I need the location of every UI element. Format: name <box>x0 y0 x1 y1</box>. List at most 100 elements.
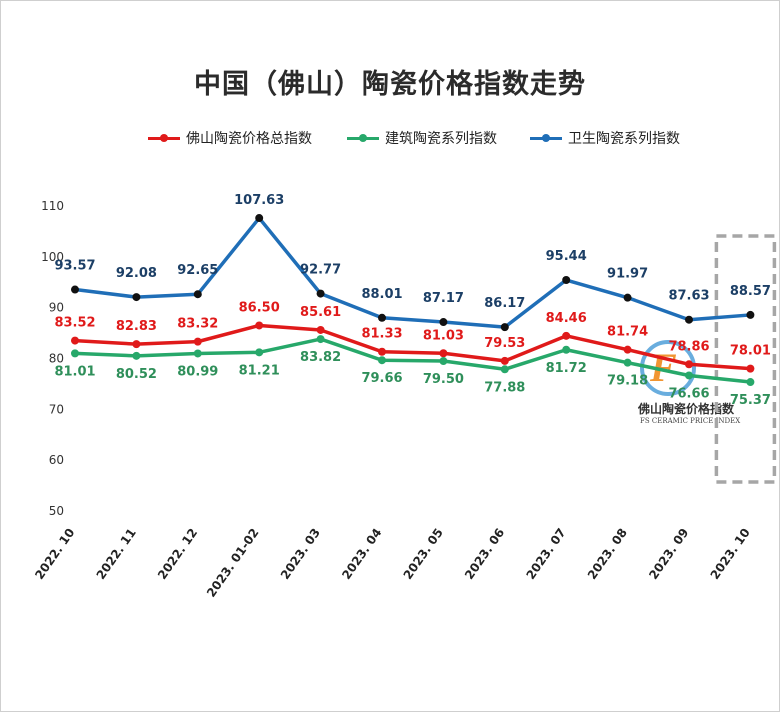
x-tick-label: 2023. 06 <box>462 526 507 582</box>
data-label: 95.44 <box>546 249 587 264</box>
data-label: 83.82 <box>300 350 341 365</box>
x-tick-label: 2023. 10 <box>708 526 753 582</box>
data-point <box>500 365 509 374</box>
data-label: 81.72 <box>546 361 587 376</box>
legend-item-total: 佛山陶瓷价格总指数 <box>148 128 312 148</box>
data-point <box>193 290 202 299</box>
data-point <box>316 289 325 298</box>
series-line <box>74 337 751 384</box>
x-tick-label: 2023. 04 <box>339 526 384 582</box>
data-label: 83.32 <box>177 317 218 332</box>
series-line <box>74 216 751 329</box>
data-label: 79.66 <box>361 371 402 386</box>
data-label: 81.01 <box>54 364 95 379</box>
legend-swatch-total <box>148 131 180 145</box>
data-point <box>562 276 571 285</box>
data-point <box>746 310 755 319</box>
data-label: 81.21 <box>239 363 280 378</box>
data-label: 92.77 <box>300 263 341 278</box>
data-point <box>316 325 325 334</box>
data-point <box>439 318 448 327</box>
data-label: 84.46 <box>546 311 587 326</box>
x-tick-label: 2023. 08 <box>585 526 630 582</box>
data-point <box>132 351 141 360</box>
data-label: 79.18 <box>607 374 648 389</box>
data-point <box>685 360 693 369</box>
data-label: 80.52 <box>116 367 157 382</box>
y-tick-label: 80 <box>49 352 64 366</box>
logo-text-cn: 佛山陶瓷价格指数 <box>638 402 735 416</box>
legend-label-total: 佛山陶瓷价格总指数 <box>186 131 312 147</box>
y-tick-label: 70 <box>49 402 64 416</box>
legend-label-building: 建筑陶瓷系列指数 <box>385 131 497 147</box>
data-point <box>500 356 509 365</box>
legend-swatch-building <box>347 131 379 145</box>
data-point <box>562 331 571 340</box>
data-label: 87.63 <box>668 289 709 304</box>
data-point <box>132 340 141 349</box>
y-tick-label: 110 <box>41 199 64 213</box>
y-tick-label: 50 <box>49 504 64 518</box>
data-point <box>132 293 141 302</box>
data-point <box>746 378 755 387</box>
data-label: 88.01 <box>361 287 402 302</box>
data-point <box>439 349 448 358</box>
legend: 佛山陶瓷价格总指数 建筑陶瓷系列指数 卫生陶瓷系列指数 <box>0 128 780 150</box>
y-tick-label: 60 <box>49 453 64 467</box>
x-tick-label: 2022. 11 <box>94 526 139 582</box>
data-point <box>71 336 79 345</box>
data-point <box>623 345 632 354</box>
data-point <box>685 315 693 324</box>
logo-ring <box>640 340 696 396</box>
x-tick-label: 2023. 03 <box>278 526 323 582</box>
data-label: 75.37 <box>730 393 771 408</box>
data-label: 81.74 <box>607 325 648 340</box>
data-point <box>746 364 755 373</box>
logo-text-en: FS CERAMIC PRICE INDEX <box>640 417 741 425</box>
data-point <box>623 293 632 302</box>
data-label: 82.83 <box>116 319 157 334</box>
data-label: 81.33 <box>361 327 402 342</box>
data-label: 80.99 <box>177 364 218 379</box>
data-point <box>562 345 571 354</box>
data-label: 85.61 <box>300 305 341 320</box>
data-label: 92.08 <box>116 266 157 281</box>
data-label: 86.17 <box>484 296 525 311</box>
data-label: 107.63 <box>234 193 284 208</box>
data-point <box>500 323 509 332</box>
data-point <box>378 313 386 322</box>
data-label: 86.50 <box>239 300 280 315</box>
data-label: 77.88 <box>484 380 525 395</box>
data-point <box>255 214 264 223</box>
data-label: 79.50 <box>423 372 464 387</box>
data-label: 78.86 <box>668 339 709 354</box>
legend-swatch-sanitary <box>530 131 562 145</box>
data-label: 88.57 <box>730 284 771 299</box>
data-point <box>193 349 202 358</box>
x-tick-label: 2022. 12 <box>155 526 200 582</box>
x-tick-label: 2023. 07 <box>523 526 568 582</box>
series-line <box>74 323 751 371</box>
highlight-box <box>714 234 777 484</box>
legend-label-sanitary: 卫生陶瓷系列指数 <box>568 131 680 147</box>
data-point <box>685 371 693 380</box>
data-label: 91.97 <box>607 267 648 282</box>
data-label: 78.01 <box>730 344 771 359</box>
data-label: 93.57 <box>54 259 95 274</box>
data-label: 76.66 <box>668 386 709 401</box>
x-tick-label: 2022. 10 <box>32 526 77 582</box>
y-tick-label: 90 <box>49 301 64 315</box>
data-point <box>316 335 325 344</box>
data-point <box>255 321 264 330</box>
data-label: 92.65 <box>177 263 218 278</box>
x-tick-label: 2023. 01-02 <box>204 526 262 600</box>
data-label: 79.53 <box>484 336 525 351</box>
legend-item-sanitary: 卫生陶瓷系列指数 <box>530 128 680 148</box>
legend-item-building: 建筑陶瓷系列指数 <box>347 128 497 148</box>
x-tick-label: 2023. 05 <box>401 526 446 582</box>
data-point <box>439 357 448 366</box>
data-point <box>378 347 386 356</box>
data-point <box>193 337 202 346</box>
data-point <box>255 348 264 357</box>
